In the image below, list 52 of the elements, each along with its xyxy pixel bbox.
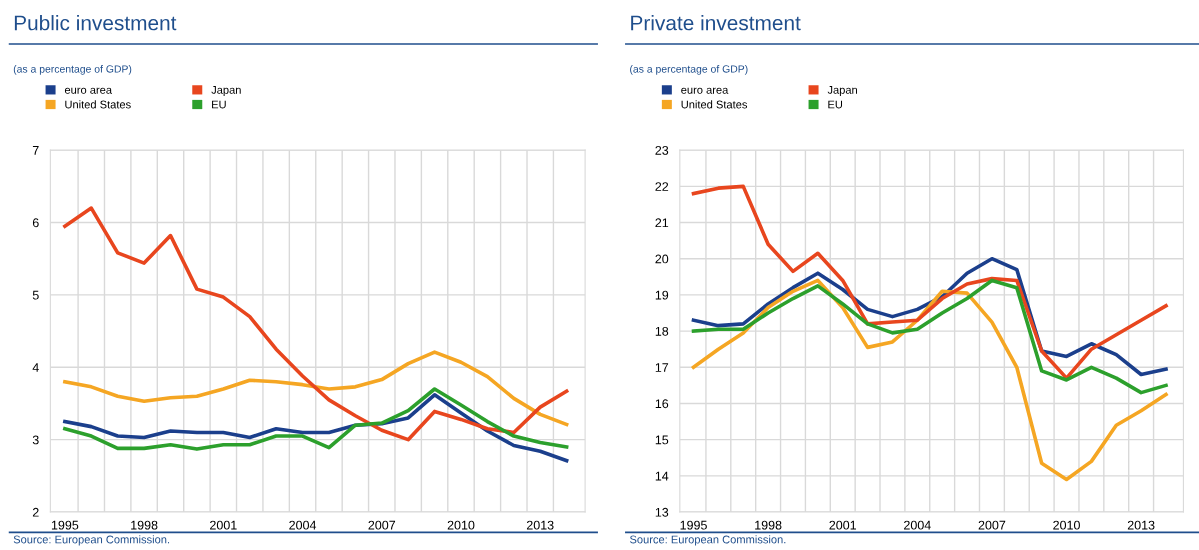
- legend-label: EU: [212, 100, 226, 109]
- legend-label: United States: [681, 100, 748, 109]
- x-tick-label: 1995: [680, 520, 707, 530]
- x-tick-label: 2013: [526, 520, 554, 530]
- line-series: [63, 392, 569, 463]
- chart-title: Private investment: [631, 15, 801, 31]
- line-series: [63, 206, 569, 442]
- chart-subtitle: (as a percentage of GDP): [630, 64, 748, 75]
- line-series: [63, 387, 569, 451]
- legend-label: Japan: [827, 86, 857, 96]
- x-tick-label: 2007: [368, 520, 396, 530]
- y-tick-label: 16: [655, 399, 669, 409]
- y-tick-label: 4: [32, 363, 39, 372]
- legend-label: euro area: [681, 87, 729, 94]
- line-series: [691, 184, 1168, 380]
- x-tick-label: 2010: [1053, 520, 1080, 530]
- x-tick-label: 2001: [829, 520, 857, 530]
- y-tick-label: 14: [655, 471, 669, 481]
- source-note: Source: European Commission.: [13, 535, 170, 546]
- legend-label: euro area: [64, 87, 113, 94]
- x-tick-label: 1995: [51, 520, 79, 530]
- y-tick-label: 13: [655, 507, 669, 517]
- y-tick-label: 3: [32, 435, 39, 445]
- y-tick-label: 5: [32, 290, 39, 300]
- y-tick-label: 18: [655, 326, 669, 336]
- chart-subtitle: (as a percentage of GDP): [13, 64, 132, 75]
- y-tick-label: 17: [655, 363, 669, 372]
- y-tick-label: 21: [655, 218, 669, 228]
- x-tick-label: 2004: [289, 520, 317, 530]
- x-tick-label: 2013: [1127, 520, 1155, 530]
- legend-label: United States: [65, 100, 131, 109]
- line-series: [63, 350, 569, 427]
- x-tick-label: 1998: [755, 520, 782, 530]
- y-tick-label: 22: [655, 182, 669, 191]
- source-note: Source: European Commission.: [629, 535, 786, 546]
- y-tick-label: 20: [655, 254, 669, 264]
- legend-label: EU: [828, 100, 843, 109]
- x-tick-label: 2001: [210, 520, 237, 530]
- legend-label: Japan: [211, 86, 241, 96]
- x-tick-label: 2010: [447, 520, 475, 530]
- line-series: [691, 278, 1168, 395]
- x-tick-label: 1998: [131, 520, 158, 530]
- x-tick-label: 2007: [978, 520, 1006, 530]
- y-tick-label: 7: [32, 146, 39, 155]
- y-tick-label: 15: [655, 435, 669, 445]
- line-series: [691, 278, 1168, 482]
- y-tick-label: 19: [655, 290, 669, 300]
- chart-title: Public investment: [14, 15, 177, 31]
- y-tick-label: 6: [32, 218, 39, 228]
- y-tick-label: 23: [655, 145, 669, 155]
- x-tick-label: 2004: [904, 520, 931, 530]
- y-tick-label: 2: [32, 507, 39, 517]
